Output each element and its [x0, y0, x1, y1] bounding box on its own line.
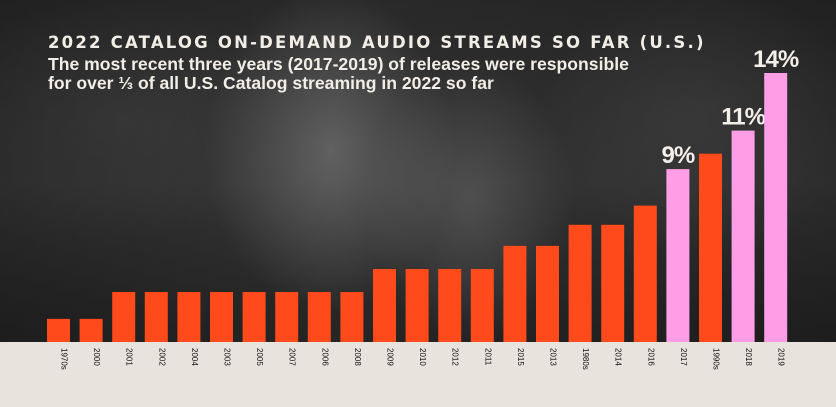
tick-label-2012: 2012	[451, 348, 460, 366]
bar-2017	[666, 169, 690, 342]
bar-1980s	[568, 224, 592, 342]
tick-label-2017: 2017	[679, 348, 688, 366]
bar-1990s	[699, 153, 722, 342]
axis-strip	[0, 342, 836, 407]
tick-label-2013: 2013	[549, 348, 558, 366]
bar-2011	[470, 269, 494, 342]
tick-label-2011: 2011	[483, 348, 492, 366]
tick-label-2006: 2006	[320, 348, 329, 366]
data-label-2018: 11%	[721, 104, 765, 131]
bar-2000	[79, 318, 103, 342]
bar-2008	[340, 292, 364, 342]
bar-2016	[633, 205, 657, 342]
bar-2004	[177, 292, 201, 342]
chart-title: 2022 CATALOG ON-DEMAND AUDIO STREAMS SO …	[48, 33, 706, 52]
tick-label-1970s: 1970s	[60, 348, 69, 370]
bar-1970s	[47, 318, 70, 342]
tick-label-2018: 2018	[744, 348, 753, 366]
tick-label-2001: 2001	[125, 348, 134, 366]
bar-2003	[210, 292, 233, 342]
bar-2013	[536, 245, 559, 342]
bar-2010	[405, 269, 429, 342]
bar-2018	[731, 130, 755, 342]
chart-subtitle: The most recent three years (2017-2019) …	[48, 54, 629, 93]
tick-label-2016: 2016	[646, 348, 655, 366]
tick-label-2002: 2002	[157, 348, 166, 366]
tick-label-2019: 2019	[777, 348, 786, 366]
data-label-2017: 9%	[662, 142, 695, 169]
bar-2005	[242, 292, 266, 342]
bar-2015	[503, 245, 527, 342]
tick-label-2009: 2009	[386, 348, 395, 366]
bar-2019	[764, 73, 788, 342]
tick-label-1990s: 1990s	[712, 348, 721, 370]
tick-label-2004: 2004	[190, 348, 199, 366]
tick-label-2003: 2003	[223, 348, 232, 366]
bar-2001	[112, 292, 136, 342]
tick-label-2015: 2015	[516, 348, 525, 366]
bar-2007	[275, 292, 299, 342]
bar-2009	[373, 269, 396, 342]
tick-label-2014: 2014	[614, 348, 623, 366]
tick-label-1980s: 1980s	[581, 348, 590, 370]
tick-label-2007: 2007	[288, 348, 297, 366]
tick-label-2005: 2005	[255, 348, 264, 366]
bar-2002	[144, 292, 168, 342]
bar-2014	[601, 224, 625, 342]
bar-2012	[438, 269, 462, 342]
tick-label-2008: 2008	[353, 348, 362, 366]
data-label-2019: 14%	[753, 46, 799, 73]
tick-label-2010: 2010	[418, 348, 427, 366]
tick-label-2000: 2000	[92, 348, 101, 366]
bar-2006	[307, 292, 331, 342]
